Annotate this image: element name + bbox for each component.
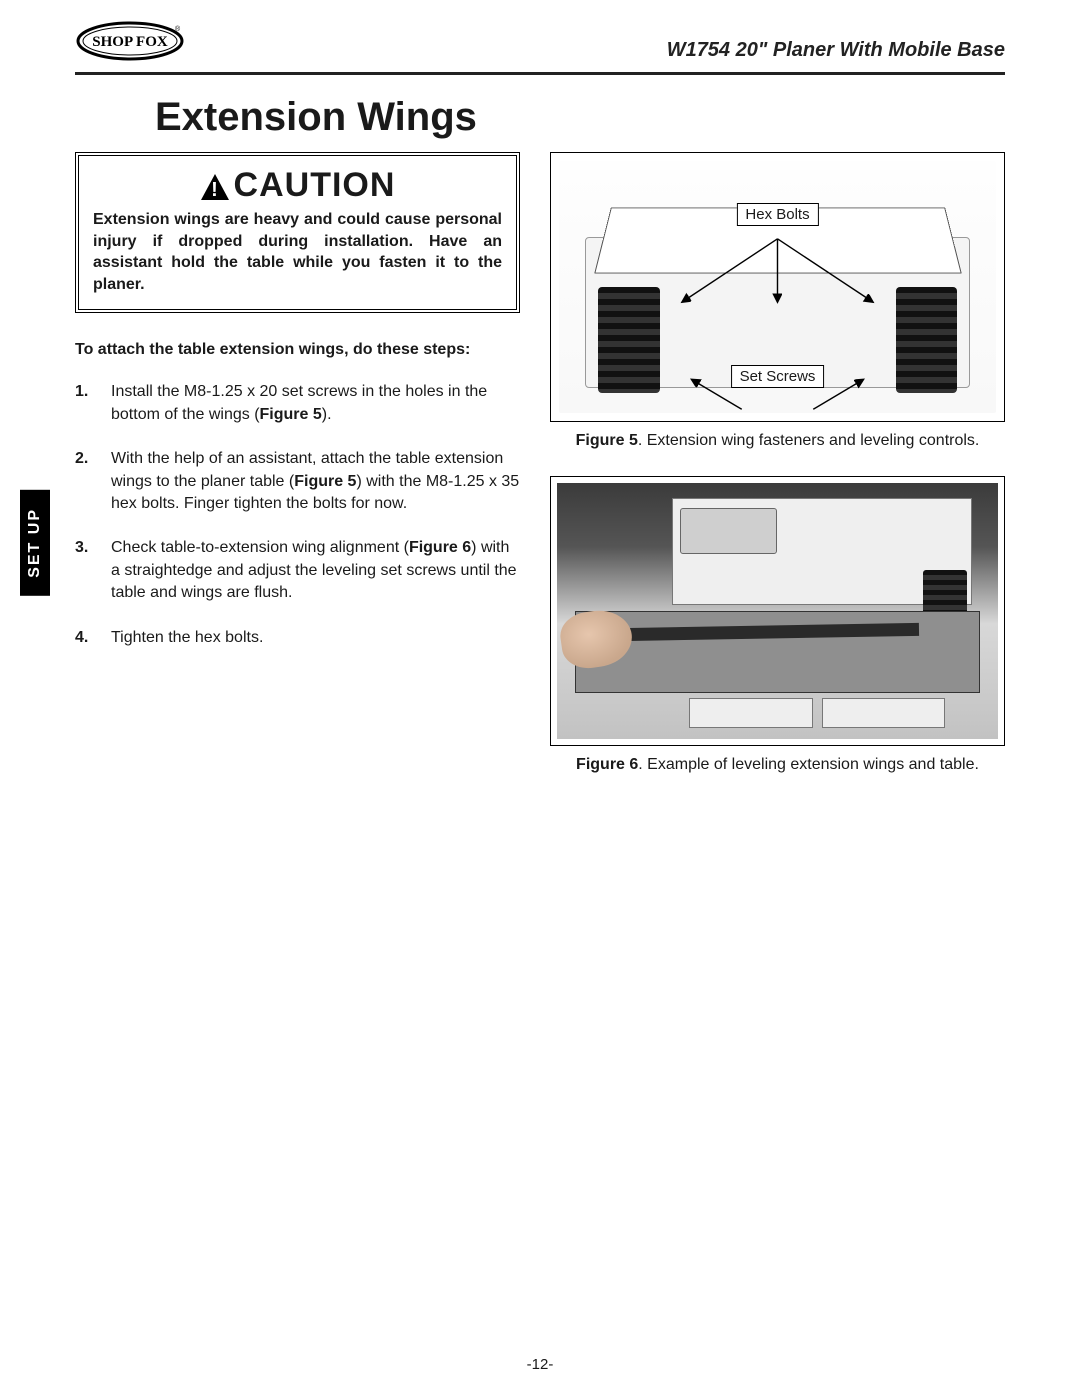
- hex-bolts-callout: Hex Bolts: [736, 203, 818, 226]
- figure-number: Figure 6: [576, 756, 638, 773]
- figure-reference: Figure 5: [294, 473, 356, 490]
- figure-reference: Figure 5: [260, 406, 322, 423]
- step-text: Check table-to-extension wing alignment …: [111, 539, 409, 556]
- page-number: -12-: [0, 1356, 1080, 1373]
- caution-box: ! CAUTION Extension wings are heavy and …: [75, 152, 520, 313]
- set-screws-callout: Set Screws: [731, 365, 825, 388]
- figure-5-caption: Figure 5. Extension wing fasteners and l…: [550, 430, 1005, 452]
- step-item: Check table-to-extension wing alignment …: [75, 537, 520, 604]
- right-column: Hex Bolts Set Screws Figure 5. Extension…: [550, 152, 1005, 799]
- page-header: SHOP FOX ® W1754 20" Planer With Mobile …: [75, 20, 1005, 68]
- brand-logo: SHOP FOX ®: [75, 20, 185, 62]
- figure-number: Figure 5: [576, 432, 638, 449]
- product-title: W1754 20" Planer With Mobile Base: [667, 39, 1005, 62]
- step-text: Tighten the hex bolts.: [111, 629, 263, 646]
- caution-heading: ! CAUTION: [93, 166, 502, 205]
- figure-6-caption: Figure 6. Example of leveling extension …: [550, 754, 1005, 776]
- figure-caption-text: . Example of leveling extension wings an…: [638, 756, 979, 773]
- svg-text:®: ®: [175, 25, 181, 33]
- figure-5-box: Hex Bolts Set Screws: [550, 152, 1005, 422]
- step-text-after: ).: [322, 406, 332, 423]
- step-item: Install the M8-1.25 x 20 set screws in t…: [75, 381, 520, 426]
- steps-list: Install the M8-1.25 x 20 set screws in t…: [75, 381, 520, 649]
- caution-body: Extension wings are heavy and could caus…: [93, 209, 502, 295]
- header-rule: [75, 72, 1005, 75]
- figure-reference: Figure 6: [409, 539, 471, 556]
- svg-text:!: !: [211, 179, 219, 201]
- caution-heading-text: CAUTION: [234, 166, 396, 204]
- section-tab: SET UP: [20, 490, 50, 596]
- page-title: Extension Wings: [155, 95, 1005, 140]
- left-column: ! CAUTION Extension wings are heavy and …: [75, 152, 520, 799]
- warning-triangle-icon: !: [200, 173, 230, 201]
- figure-6-box: [550, 476, 1005, 746]
- step-item: Tighten the hex bolts.: [75, 627, 520, 649]
- step-item: With the help of an assistant, attach th…: [75, 448, 520, 515]
- svg-text:SHOP FOX: SHOP FOX: [92, 34, 168, 50]
- figure-caption-text: . Extension wing fasteners and leveling …: [638, 432, 980, 449]
- intro-line: To attach the table extension wings, do …: [75, 341, 520, 359]
